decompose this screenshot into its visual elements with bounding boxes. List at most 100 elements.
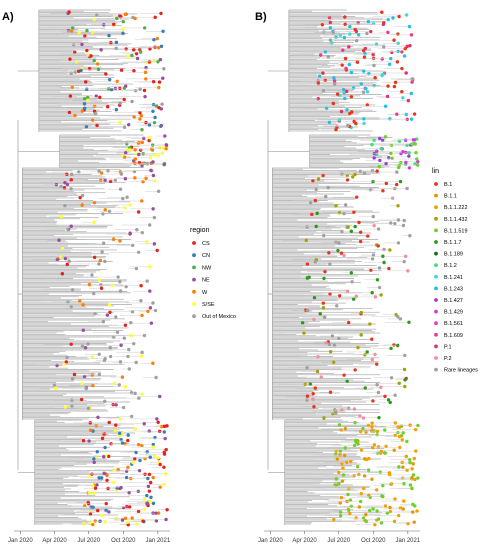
tip-point — [125, 142, 129, 146]
tip-point — [98, 95, 102, 100]
tip-point — [68, 94, 73, 98]
tip-point — [389, 376, 394, 380]
tip-point — [82, 97, 87, 101]
legend-marker — [434, 274, 438, 279]
tip-point — [348, 111, 352, 116]
tip-point — [370, 257, 375, 261]
tip-point — [122, 97, 126, 102]
tip-point — [416, 476, 420, 480]
tip-point — [387, 472, 392, 477]
tip-point — [371, 53, 375, 57]
tip-point — [137, 152, 141, 157]
tip-point — [152, 153, 157, 157]
tip-point — [359, 448, 364, 452]
tip-point — [332, 360, 336, 365]
tip-point — [162, 162, 166, 167]
legend-label: B.1.1.7 — [444, 240, 461, 246]
tip-point — [401, 223, 406, 228]
tip-point — [157, 85, 161, 90]
tip-point — [375, 429, 380, 434]
legend-title: region — [190, 227, 210, 234]
tip-point — [406, 269, 410, 273]
tip-point — [152, 38, 156, 42]
tip-point — [95, 508, 100, 513]
tip-point — [161, 76, 165, 80]
tip-point — [410, 486, 414, 491]
tip-point — [148, 306, 153, 310]
x-tick-label: Apr 2020 — [292, 538, 317, 544]
x-tick-label: Oct 2020 — [361, 538, 386, 544]
tip-point — [415, 157, 419, 161]
tip-point — [413, 162, 417, 166]
tip-point — [365, 31, 369, 36]
tip-point — [54, 386, 58, 391]
tip-point — [353, 224, 357, 229]
tip-point — [381, 189, 385, 193]
tip-point — [112, 381, 117, 385]
tip-point — [139, 299, 143, 303]
tip-point — [386, 398, 391, 402]
tip-point — [137, 396, 141, 400]
tip-point — [122, 125, 127, 129]
tip-point — [145, 450, 149, 454]
tip-point — [97, 352, 101, 357]
tip-point — [386, 84, 390, 88]
tip-point — [353, 172, 357, 177]
tip-point — [143, 456, 147, 461]
tip-point — [111, 237, 116, 241]
tip-point — [362, 117, 366, 121]
panel-a-label: A) — [2, 11, 14, 23]
tip-point — [80, 344, 85, 348]
tip-point — [382, 451, 387, 455]
tip-point — [95, 483, 99, 487]
legend-label: B.1.429 — [444, 310, 463, 316]
tip-point — [88, 421, 92, 425]
tip-point — [154, 511, 158, 515]
tip-point — [407, 151, 411, 155]
tip-point — [395, 343, 400, 348]
legend-label: NW — [202, 265, 212, 271]
tip-point — [91, 484, 95, 488]
tip-point — [92, 255, 97, 260]
tip-point — [389, 346, 393, 351]
tip-point — [124, 469, 129, 473]
tip-point — [156, 420, 160, 424]
tip-point — [387, 266, 391, 271]
tip-point — [334, 127, 338, 132]
tip-point — [347, 62, 352, 67]
tip-point — [92, 291, 96, 296]
tip-point — [407, 166, 412, 170]
tip-point — [70, 377, 75, 381]
tip-point — [363, 46, 368, 51]
legend-label: B.1.243 — [444, 286, 463, 292]
tip-point — [316, 81, 321, 86]
tip-point — [144, 65, 148, 70]
tip-point — [65, 262, 69, 267]
tip-point — [385, 94, 390, 99]
tip-point — [118, 360, 123, 364]
tip-point — [134, 360, 138, 365]
tip-point — [396, 513, 401, 518]
tip-point — [338, 449, 342, 453]
tip-point — [122, 86, 127, 90]
legend-marker — [434, 205, 438, 210]
tip-point — [147, 489, 152, 493]
tip-point — [393, 80, 398, 85]
tip-point — [140, 350, 144, 355]
tip-point — [373, 295, 378, 299]
legend-label: P.2 — [444, 356, 452, 362]
tip-point — [92, 58, 96, 63]
tip-point — [311, 397, 315, 401]
tip-point — [392, 519, 397, 524]
tip-point — [311, 391, 315, 396]
tip-point — [347, 45, 351, 49]
legend-label: Rare lineages — [444, 368, 478, 374]
tip-point — [321, 89, 326, 93]
tip-point — [114, 46, 118, 51]
tip-point — [115, 488, 119, 493]
tip-point — [372, 63, 376, 68]
tip-point — [393, 497, 397, 501]
lineage-legend: lin B.1 B.1.1 B.1.1.222 B.1.1.432 B.1.1.519 B… — [432, 168, 478, 374]
tip-point — [413, 477, 417, 482]
tip-point — [364, 513, 368, 517]
